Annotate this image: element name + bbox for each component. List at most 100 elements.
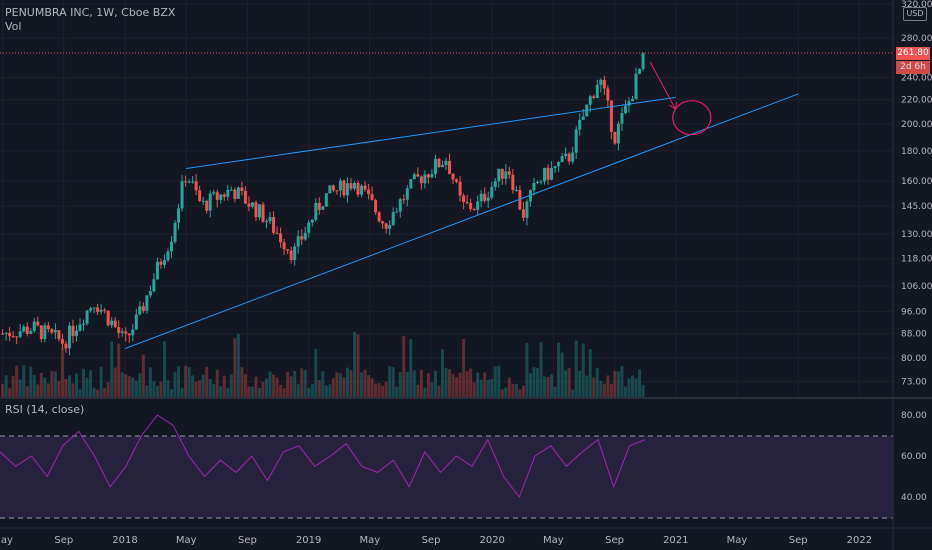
price-tick-label: 280.00 <box>901 34 932 44</box>
rsi-pane <box>0 398 893 528</box>
candle-body <box>543 167 547 182</box>
volume-bar <box>159 381 163 398</box>
volume-bar <box>595 367 599 398</box>
volume-bar <box>374 383 378 398</box>
candle-body <box>430 173 434 178</box>
volume-bar <box>240 367 244 398</box>
volume-bar <box>511 383 515 398</box>
volume-bar <box>134 380 138 398</box>
price-tick-label: 145.00 <box>901 202 932 212</box>
currency-badge[interactable]: USD <box>903 7 927 21</box>
rsi-axis[interactable]: 80.00 60.00 40.00 <box>901 411 927 503</box>
volume-bar <box>370 378 374 398</box>
candle-body <box>247 203 251 207</box>
candle-body <box>226 189 230 197</box>
price-axis[interactable]: 320.00 280.00 240.00 220.00 200.00 180.00 160.… <box>901 0 932 387</box>
candle-body <box>433 158 437 174</box>
candle-body <box>219 194 223 200</box>
candle-body <box>497 168 501 182</box>
candle-body <box>514 189 518 191</box>
candle-body <box>328 185 332 194</box>
candle-body <box>483 193 487 201</box>
time-tick-label: 2021 <box>663 535 688 546</box>
annotation-group[interactable] <box>649 61 712 136</box>
volume-label[interactable]: Vol <box>5 20 22 33</box>
volume-bar <box>535 368 539 398</box>
time-tick-label: May <box>543 535 564 546</box>
candle-body <box>293 246 297 261</box>
volume-bar <box>391 367 395 398</box>
candle-body <box>360 185 364 195</box>
volume-bar <box>581 343 585 398</box>
price-tick-label: 130.00 <box>901 230 932 240</box>
volume-bar <box>483 372 487 398</box>
volume-bar <box>8 388 12 398</box>
rsi-tick-label: 60.00 <box>901 452 927 462</box>
candle-body <box>131 329 135 336</box>
volume-bar <box>338 373 342 398</box>
volume-bar <box>187 366 191 398</box>
volume-bar <box>388 366 392 398</box>
rsi-label[interactable]: RSI (14, close) <box>5 403 85 416</box>
volume-bar <box>46 383 50 398</box>
candle-body <box>134 314 138 330</box>
volume-bar <box>620 366 624 398</box>
candle-body <box>620 112 624 124</box>
trendline-group[interactable] <box>124 93 799 350</box>
candle-body <box>96 307 100 312</box>
time-axis[interactable]: May Sep 2018 May Sep 2019 May Sep 2020 May Sep 2021… <box>0 535 872 546</box>
volume-bar <box>18 379 22 398</box>
volume-bar <box>497 365 501 398</box>
volume-bar <box>479 379 483 398</box>
candle-body <box>338 180 342 191</box>
volume-bar <box>592 377 596 398</box>
time-tick-label: Sep <box>422 535 441 546</box>
volume-bar <box>127 376 131 398</box>
candle-body <box>198 190 202 201</box>
volume-bar <box>472 382 476 398</box>
volume-bar <box>74 373 78 398</box>
symbol-title[interactable]: PENUMBRA INC, 1W, Cboe BZX <box>5 6 176 19</box>
volume-bar <box>616 371 620 398</box>
candle-body <box>493 181 497 188</box>
volume-bars <box>1 331 645 398</box>
volume-bar <box>455 377 459 398</box>
volume-bar <box>631 375 635 398</box>
volume-bar <box>170 389 174 398</box>
volume-bar <box>588 349 592 398</box>
volume-bar <box>444 368 448 398</box>
candle-body <box>465 202 469 204</box>
candle-body <box>257 204 261 218</box>
candle-body <box>1 333 5 335</box>
volume-bar <box>307 387 311 398</box>
time-tick-label: May <box>0 535 13 546</box>
rsi-tick-label: 80.00 <box>901 411 927 421</box>
candle-body <box>303 232 307 240</box>
volume-bar <box>236 333 240 398</box>
volume-bar <box>257 387 261 398</box>
candle-body <box>395 211 399 213</box>
volume-bar <box>279 384 283 398</box>
candle-body <box>363 185 367 190</box>
volume-bar <box>177 366 181 398</box>
candle-body <box>567 153 571 162</box>
candle-body <box>57 330 61 340</box>
volume-bar <box>148 367 152 398</box>
candle-body <box>391 212 395 226</box>
candle-body <box>634 73 638 100</box>
rsi-band <box>0 436 893 518</box>
volume-bar <box>564 370 568 398</box>
candle-body <box>448 160 452 174</box>
volume-bar <box>303 370 307 398</box>
rsi-line <box>0 414 646 499</box>
candle-body <box>307 222 311 233</box>
candle-body <box>581 116 585 120</box>
volume-bar <box>521 385 525 398</box>
volume-bar <box>328 384 332 398</box>
volume-bar <box>641 384 645 398</box>
volume-bar <box>124 374 128 398</box>
volume-bar <box>113 367 117 398</box>
candle-body <box>89 308 93 311</box>
candle-body <box>201 200 205 202</box>
